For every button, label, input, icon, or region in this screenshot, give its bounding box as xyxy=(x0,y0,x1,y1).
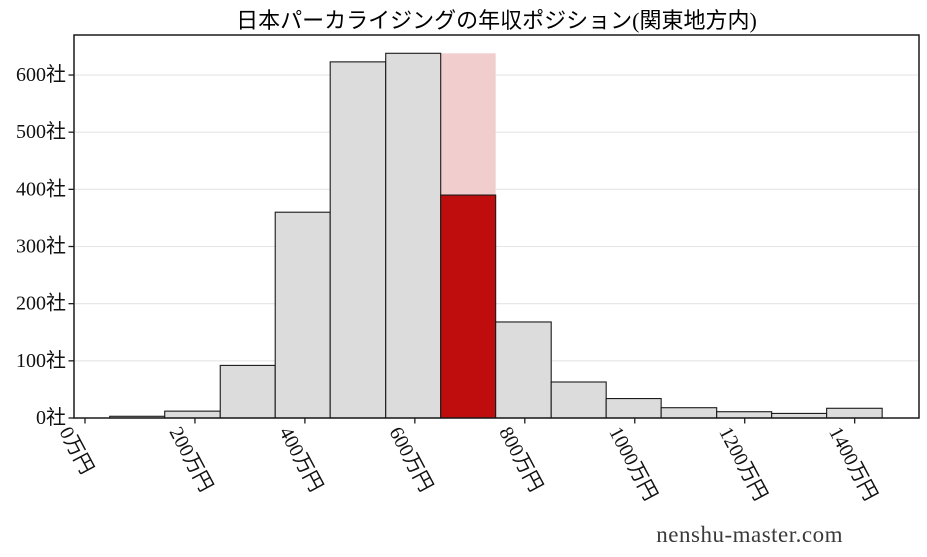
histogram-bar xyxy=(274,211,331,419)
y-tick-label: 0社 xyxy=(36,406,66,429)
histogram-bar xyxy=(164,410,221,419)
y-tick-label: 500社 xyxy=(16,120,66,143)
histogram-bar xyxy=(495,321,552,419)
chart-title: 日本パーカライジングの年収ポジション(関東地方内) xyxy=(236,8,757,33)
x-tick-label: 600万円 xyxy=(384,423,436,495)
histogram-bar xyxy=(329,61,387,419)
x-tick-label: 0万円 xyxy=(55,423,98,477)
histogram-bar xyxy=(550,381,607,419)
x-tick-label: 1000万円 xyxy=(604,423,661,504)
watermark-text: nenshu-master.com xyxy=(656,522,843,547)
y-tick-label: 400社 xyxy=(16,177,66,200)
x-tick-label: 400万円 xyxy=(274,423,326,495)
plot-border xyxy=(73,34,920,419)
x-tick-label: 1200万円 xyxy=(714,423,771,504)
y-tick-label: 100社 xyxy=(16,349,66,372)
histogram-bar xyxy=(716,411,773,419)
highlight-bar xyxy=(440,194,497,419)
histogram-bar xyxy=(219,364,276,419)
y-tick-label: 300社 xyxy=(16,235,66,258)
y-tick-label: 600社 xyxy=(16,63,66,86)
histogram-bar xyxy=(385,52,442,419)
histogram-bar xyxy=(660,407,718,419)
x-tick-label: 1400万円 xyxy=(824,423,881,504)
y-tick-label: 200社 xyxy=(16,292,66,315)
histogram-bar xyxy=(826,407,883,419)
x-tick-label: 800万円 xyxy=(494,423,546,495)
histogram-bar xyxy=(605,398,662,419)
x-tick-label: 200万円 xyxy=(165,423,217,495)
